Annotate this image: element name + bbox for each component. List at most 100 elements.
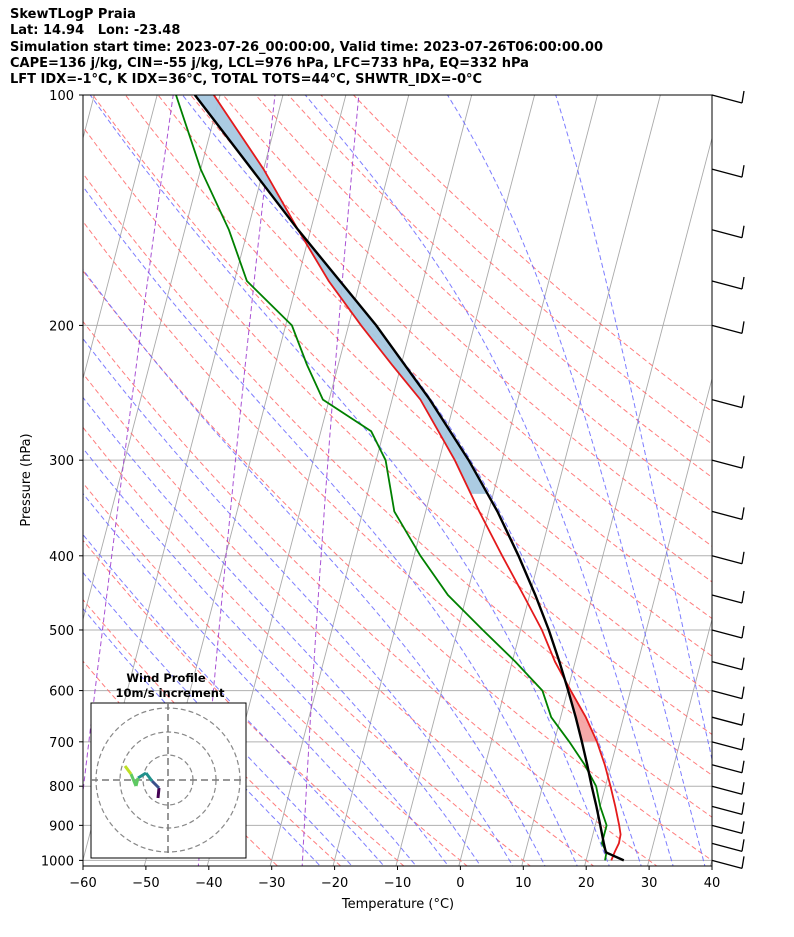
wind-barb (711, 459, 743, 469)
moist-adiabat-line (182, 95, 642, 866)
wind-barb (711, 805, 743, 815)
hodograph-trace (144, 772, 154, 782)
moist-adiabat-line (83, 185, 578, 866)
moist-adiabat-line (83, 607, 321, 866)
y-tick-label: 100 (49, 89, 74, 104)
wind-barb (711, 629, 743, 639)
x-tick-label: −10 (384, 876, 411, 891)
x-tick-label: 20 (578, 876, 595, 891)
mixing-ratio-line (197, 95, 276, 866)
moist-adiabat-line (83, 533, 385, 866)
y-tick-label: 400 (49, 550, 74, 565)
wind-barb-flag (741, 856, 745, 869)
temperature-line (213, 95, 622, 861)
wind-barb-flag (741, 590, 745, 604)
y-tick-label: 600 (49, 685, 74, 700)
wind-barb-flag (741, 737, 745, 750)
x-tick-label: −30 (258, 876, 285, 891)
isotherm-line (709, 858, 712, 866)
mixing-ratio-line (301, 95, 360, 866)
hodograph-trace (137, 771, 147, 780)
wind-barb-flag (741, 802, 745, 815)
dry-adiabat-line (255, 95, 712, 512)
wind-barb (711, 594, 743, 604)
time-line: Simulation start time: 2023-07-26_00:00:… (10, 39, 603, 55)
mixing-ratio-line (83, 95, 174, 796)
dry-adiabat-line (353, 95, 712, 413)
wind-barb (711, 324, 743, 335)
x-tick-label: 0 (456, 876, 464, 891)
hodograph-trace (156, 787, 161, 799)
wind-barb (711, 94, 743, 104)
chart-title: SkewTLogP Praia (10, 7, 136, 22)
y-tick-label: 800 (49, 780, 74, 795)
chart-header: SkewTLogP Praia Lat: 14.94 Lon: -23.48 Sim… (10, 7, 603, 88)
dry-adiabat-line (83, 270, 712, 862)
dewpoint-line (175, 95, 608, 861)
cape-line: CAPE=136 j/kg, CIN=-55 j/kg, LCL=976 hPa… (10, 55, 529, 71)
wind-barb (711, 764, 743, 774)
moist-adiabat-line (83, 337, 514, 866)
wind-barb-flag (741, 625, 745, 639)
moist-adiabat-line (83, 396, 482, 866)
hodograph-subtitle: 10m/s increment (116, 686, 225, 700)
wind-barb (711, 280, 743, 290)
wind-barb (711, 398, 743, 409)
x-tick-label: 40 (704, 876, 721, 891)
y-tick-label: 500 (49, 624, 74, 639)
dry-adiabat-line (83, 426, 532, 866)
x-tick-label: −40 (195, 876, 222, 891)
x-tick-label: 30 (641, 876, 658, 891)
wind-barb-flag (741, 686, 745, 699)
wind-barb (711, 842, 743, 852)
dry-adiabat-line (92, 95, 712, 696)
isotherm-line (332, 95, 536, 866)
location-line: Lat: 14.94 Lon: -23.48 (10, 23, 181, 39)
wind-barb-flag (741, 225, 745, 238)
wind-barb-flag (741, 90, 745, 104)
isotherm-line (584, 376, 712, 866)
indices-line: LFT IDX=-1°C, K IDX=36°C, TOTAL TOTS=44°… (10, 72, 483, 88)
cin-area (568, 690, 597, 742)
isotherm-line (458, 95, 661, 866)
dry-adiabat-line (83, 482, 468, 866)
dry-adiabat-line (320, 95, 712, 445)
dry-adiabat-line (83, 172, 712, 776)
wind-barb (711, 824, 743, 834)
moist-adiabat-line (304, 95, 674, 866)
wind-barb-flag (741, 782, 745, 795)
wind-barb-flag (741, 165, 745, 178)
dry-adiabat-line (83, 598, 342, 866)
dry-adiabat-line (83, 126, 712, 736)
moist-adiabat-line (83, 571, 353, 866)
hodograph-title: Wind Profile (126, 671, 206, 685)
hodograph-trace (129, 773, 138, 787)
wind-barb-flag (741, 760, 745, 773)
wind-barb-flag (741, 839, 745, 852)
dry-adiabat-line (222, 95, 712, 547)
y-tick-label: 300 (49, 454, 74, 469)
wind-barb (711, 168, 743, 178)
wind-barb (711, 689, 743, 700)
isotherm-line (521, 136, 712, 866)
moist-adiabat-line (83, 268, 546, 866)
dry-adiabat-line (125, 95, 712, 657)
cape-area (194, 95, 488, 494)
wind-barb-flag (741, 507, 745, 520)
wind-barb-flag (741, 713, 745, 726)
wind-barb-flag (741, 821, 745, 834)
wind-barb-flag (741, 395, 745, 408)
y-axis-label: Pressure (hPa) (19, 433, 34, 526)
y-tick-label: 200 (49, 319, 74, 334)
dry-adiabat-line (83, 539, 405, 866)
dry-adiabat-line (83, 320, 658, 866)
x-tick-label: −50 (132, 876, 159, 891)
wind-barb (711, 716, 743, 726)
y-tick-label: 1000 (41, 854, 74, 869)
dry-adiabat-line (287, 95, 712, 478)
dry-adiabat-line (157, 95, 712, 620)
wind-barb (711, 661, 743, 671)
wind-barb (711, 741, 743, 751)
x-axis-label: Temperature (°C) (341, 897, 454, 912)
